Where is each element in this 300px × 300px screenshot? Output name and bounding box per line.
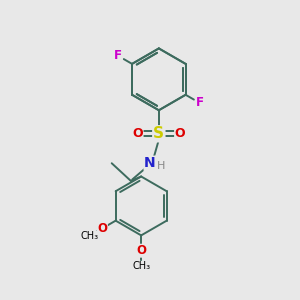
Text: CH₃: CH₃ [80,231,98,241]
Text: S: S [153,126,164,141]
Text: F: F [196,96,203,109]
Text: O: O [175,127,185,140]
Text: H: H [157,160,165,171]
Text: O: O [132,127,143,140]
Text: F: F [114,49,122,62]
Text: CH₃: CH₃ [132,261,150,271]
Text: N: N [144,156,156,170]
Text: O: O [98,222,107,235]
Text: O: O [136,244,146,257]
